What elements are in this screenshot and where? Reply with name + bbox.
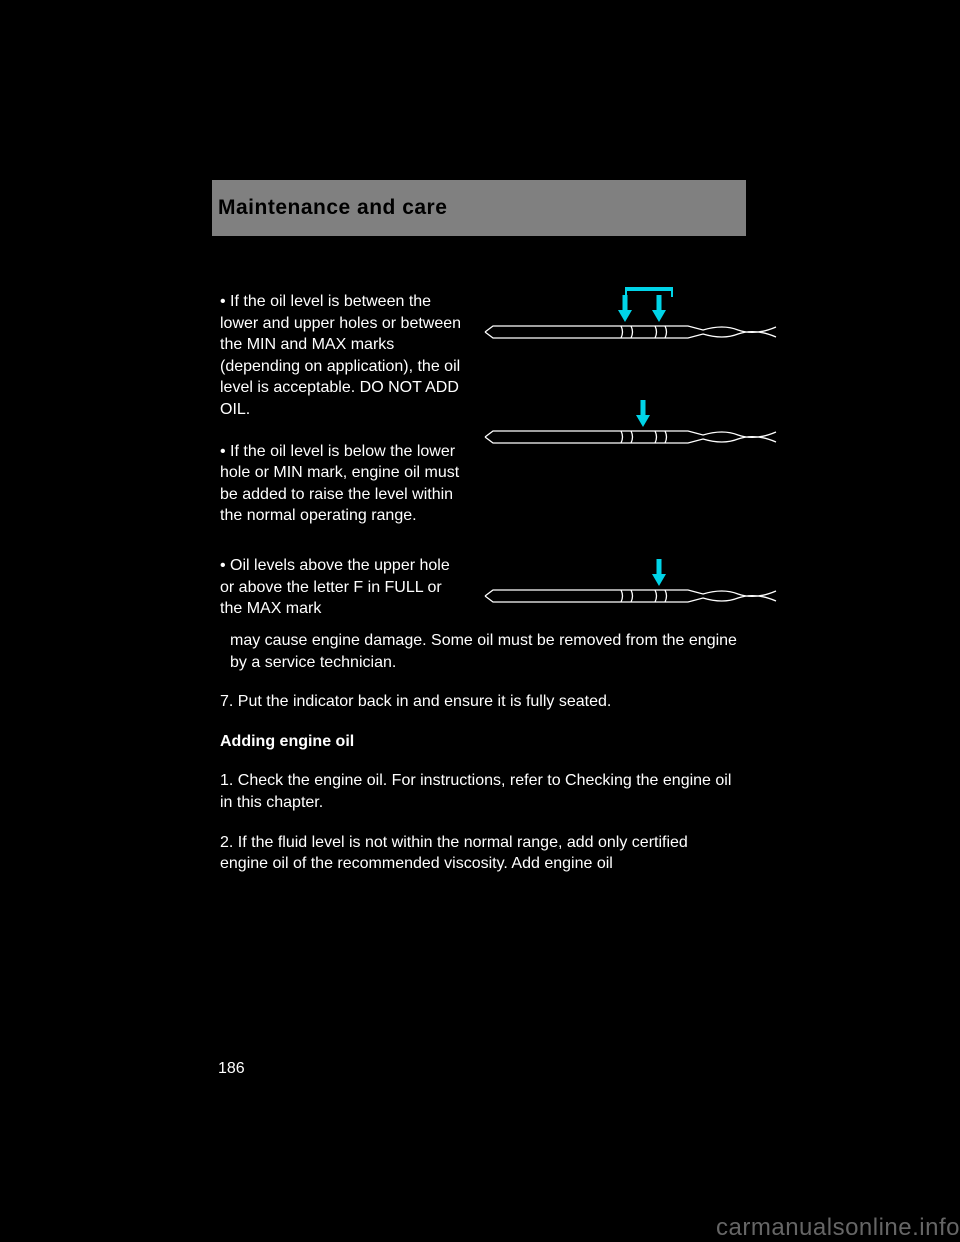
figure-column-1 <box>483 291 830 547</box>
paragraph-oil-acceptable: • If the oil level is between the lower … <box>220 291 465 421</box>
section-header: Maintenance and care <box>212 180 746 236</box>
paragraph-oil-low: • If the oil level is below the lower ho… <box>220 441 465 527</box>
paragraph-oil-high-b: may cause engine damage. Some oil must b… <box>220 630 740 673</box>
watermark: carmanualsonline.info <box>716 1214 960 1242</box>
page-number: 186 <box>218 1060 830 1078</box>
figure-column-2 <box>483 555 830 622</box>
indicator-arrow-icon <box>618 295 632 322</box>
text-block-1: • If the oil level is between the lower … <box>220 291 465 547</box>
text-block-2: • Oil levels above the upper hole or abo… <box>220 555 465 622</box>
dipstick-figure-high <box>483 557 778 612</box>
paragraph-step2: 2. If the fluid level is not within the … <box>220 832 740 875</box>
dipstick-figure-acceptable <box>483 293 778 348</box>
paragraph-step7: 7. Put the indicator back in and ensure … <box>220 691 740 713</box>
content-row-2: • Oil levels above the upper hole or abo… <box>220 555 830 622</box>
paragraph-step1: 1. Check the engine oil. For instruction… <box>220 770 740 813</box>
paragraph-oil-high-a: • Oil levels above the upper hole or abo… <box>220 555 465 620</box>
heading-adding-oil: Adding engine oil <box>220 731 740 753</box>
indicator-arrow-icon <box>652 295 666 322</box>
manual-page: Maintenance and care • If the oil level … <box>0 0 960 1078</box>
section-title: Maintenance and care <box>218 196 740 220</box>
content-row-1: • If the oil level is between the lower … <box>220 291 830 547</box>
dipstick-figure-low <box>483 398 778 453</box>
indicator-arrow-icon <box>636 400 650 427</box>
indicator-arrow-icon <box>652 559 666 586</box>
